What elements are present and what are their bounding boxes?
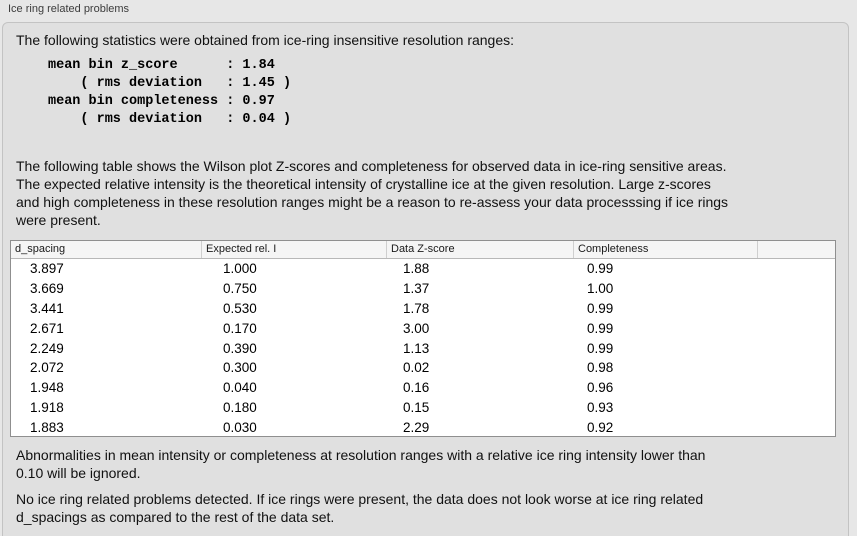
table-cell: 2.671 xyxy=(30,320,64,336)
column-header-expected-rel-i[interactable]: Expected rel. I xyxy=(202,241,387,258)
table-row[interactable]: 2.249 0.390 1.13 0.99 xyxy=(11,339,835,359)
table-body: 3.897 1.000 1.88 0.99 3.669 0.750 1.37 1.00 3.44… xyxy=(11,259,835,438)
table-row[interactable]: 1.948 0.040 0.16 0.96 xyxy=(11,378,835,398)
table-cell: 2.249 xyxy=(30,340,64,356)
table-row[interactable]: 2.671 0.170 3.00 0.99 xyxy=(11,319,835,339)
column-header-data-z-score[interactable]: Data Z-score xyxy=(387,241,574,258)
table-cell: 0.750 xyxy=(223,280,257,296)
table-cell: 0.170 xyxy=(223,320,257,336)
table-cell: 0.390 xyxy=(223,340,257,356)
table-cell: 1.88 xyxy=(403,261,430,276)
table-header-row: d_spacing Expected rel. I Data Z-score Comp… xyxy=(11,241,835,259)
table-cell: 0.300 xyxy=(223,360,257,376)
table-cell: 1.13 xyxy=(403,340,430,356)
table-row[interactable]: 3.441 0.530 1.78 0.99 xyxy=(11,299,835,319)
ice-ring-table: d_spacing Expected rel. I Data Z-score Comp… xyxy=(10,240,836,437)
table-cell: 1.78 xyxy=(403,300,430,316)
table-cell: 0.16 xyxy=(403,380,430,396)
table-row[interactable]: 3.669 0.750 1.37 1.00 xyxy=(11,279,835,299)
panel-title: Ice ring related problems xyxy=(8,3,130,15)
table-cell: 1.883 xyxy=(30,420,64,436)
table-description-text: The following table shows the Wilson plo… xyxy=(16,158,729,228)
table-cell: 0.02 xyxy=(403,360,430,376)
conclusion-text: No ice ring related problems detected. I… xyxy=(16,491,704,525)
stats-block: mean bin z_score : 1.84 ( rms deviation … xyxy=(48,58,292,127)
table-row[interactable]: 3.897 1.000 1.88 0.99 xyxy=(11,259,835,279)
table-cell: 0.99 xyxy=(587,261,614,276)
table-cell: 0.99 xyxy=(587,300,614,316)
table-cell: 2.29 xyxy=(403,420,430,436)
panel-groupbox: The following statistics were obtained f… xyxy=(2,22,849,536)
table-cell: 1.918 xyxy=(30,400,64,416)
table-cell: 0.030 xyxy=(223,420,257,436)
table-cell: 1.948 xyxy=(30,380,64,396)
table-row[interactable]: 1.883 0.030 2.29 0.92 xyxy=(11,418,835,438)
table-cell: 0.99 xyxy=(587,320,614,336)
table-cell: 0.98 xyxy=(587,360,614,376)
table-cell: 0.99 xyxy=(587,340,614,356)
table-cell: 3.441 xyxy=(30,300,64,316)
column-header-d-spacing[interactable]: d_spacing xyxy=(11,241,202,258)
column-header-blank[interactable] xyxy=(758,241,835,258)
table-cell: 0.040 xyxy=(223,380,257,396)
table-cell: 1.00 xyxy=(587,280,614,296)
intro-text: The following statistics were obtained f… xyxy=(16,32,515,48)
table-cell: 0.96 xyxy=(587,380,614,396)
table-row[interactable]: 2.072 0.300 0.02 0.98 xyxy=(11,358,835,378)
table-cell: 3.669 xyxy=(30,280,64,296)
table-cell: 0.15 xyxy=(403,400,430,416)
table-cell: 0.530 xyxy=(223,300,257,316)
column-header-completeness[interactable]: Completeness xyxy=(574,241,758,258)
ignore-note-text: Abnormalities in mean intensity or compl… xyxy=(16,447,706,481)
table-cell: 0.180 xyxy=(223,400,257,416)
table-cell: 0.93 xyxy=(587,400,614,416)
table-cell: 1.37 xyxy=(403,280,430,296)
table-cell: 0.92 xyxy=(587,420,614,436)
table-cell: 3.897 xyxy=(30,261,64,276)
table-cell: 2.072 xyxy=(30,360,64,376)
table-cell: 3.00 xyxy=(403,320,430,336)
table-row[interactable]: 1.918 0.180 0.15 0.93 xyxy=(11,398,835,418)
table-cell: 1.000 xyxy=(223,261,257,276)
